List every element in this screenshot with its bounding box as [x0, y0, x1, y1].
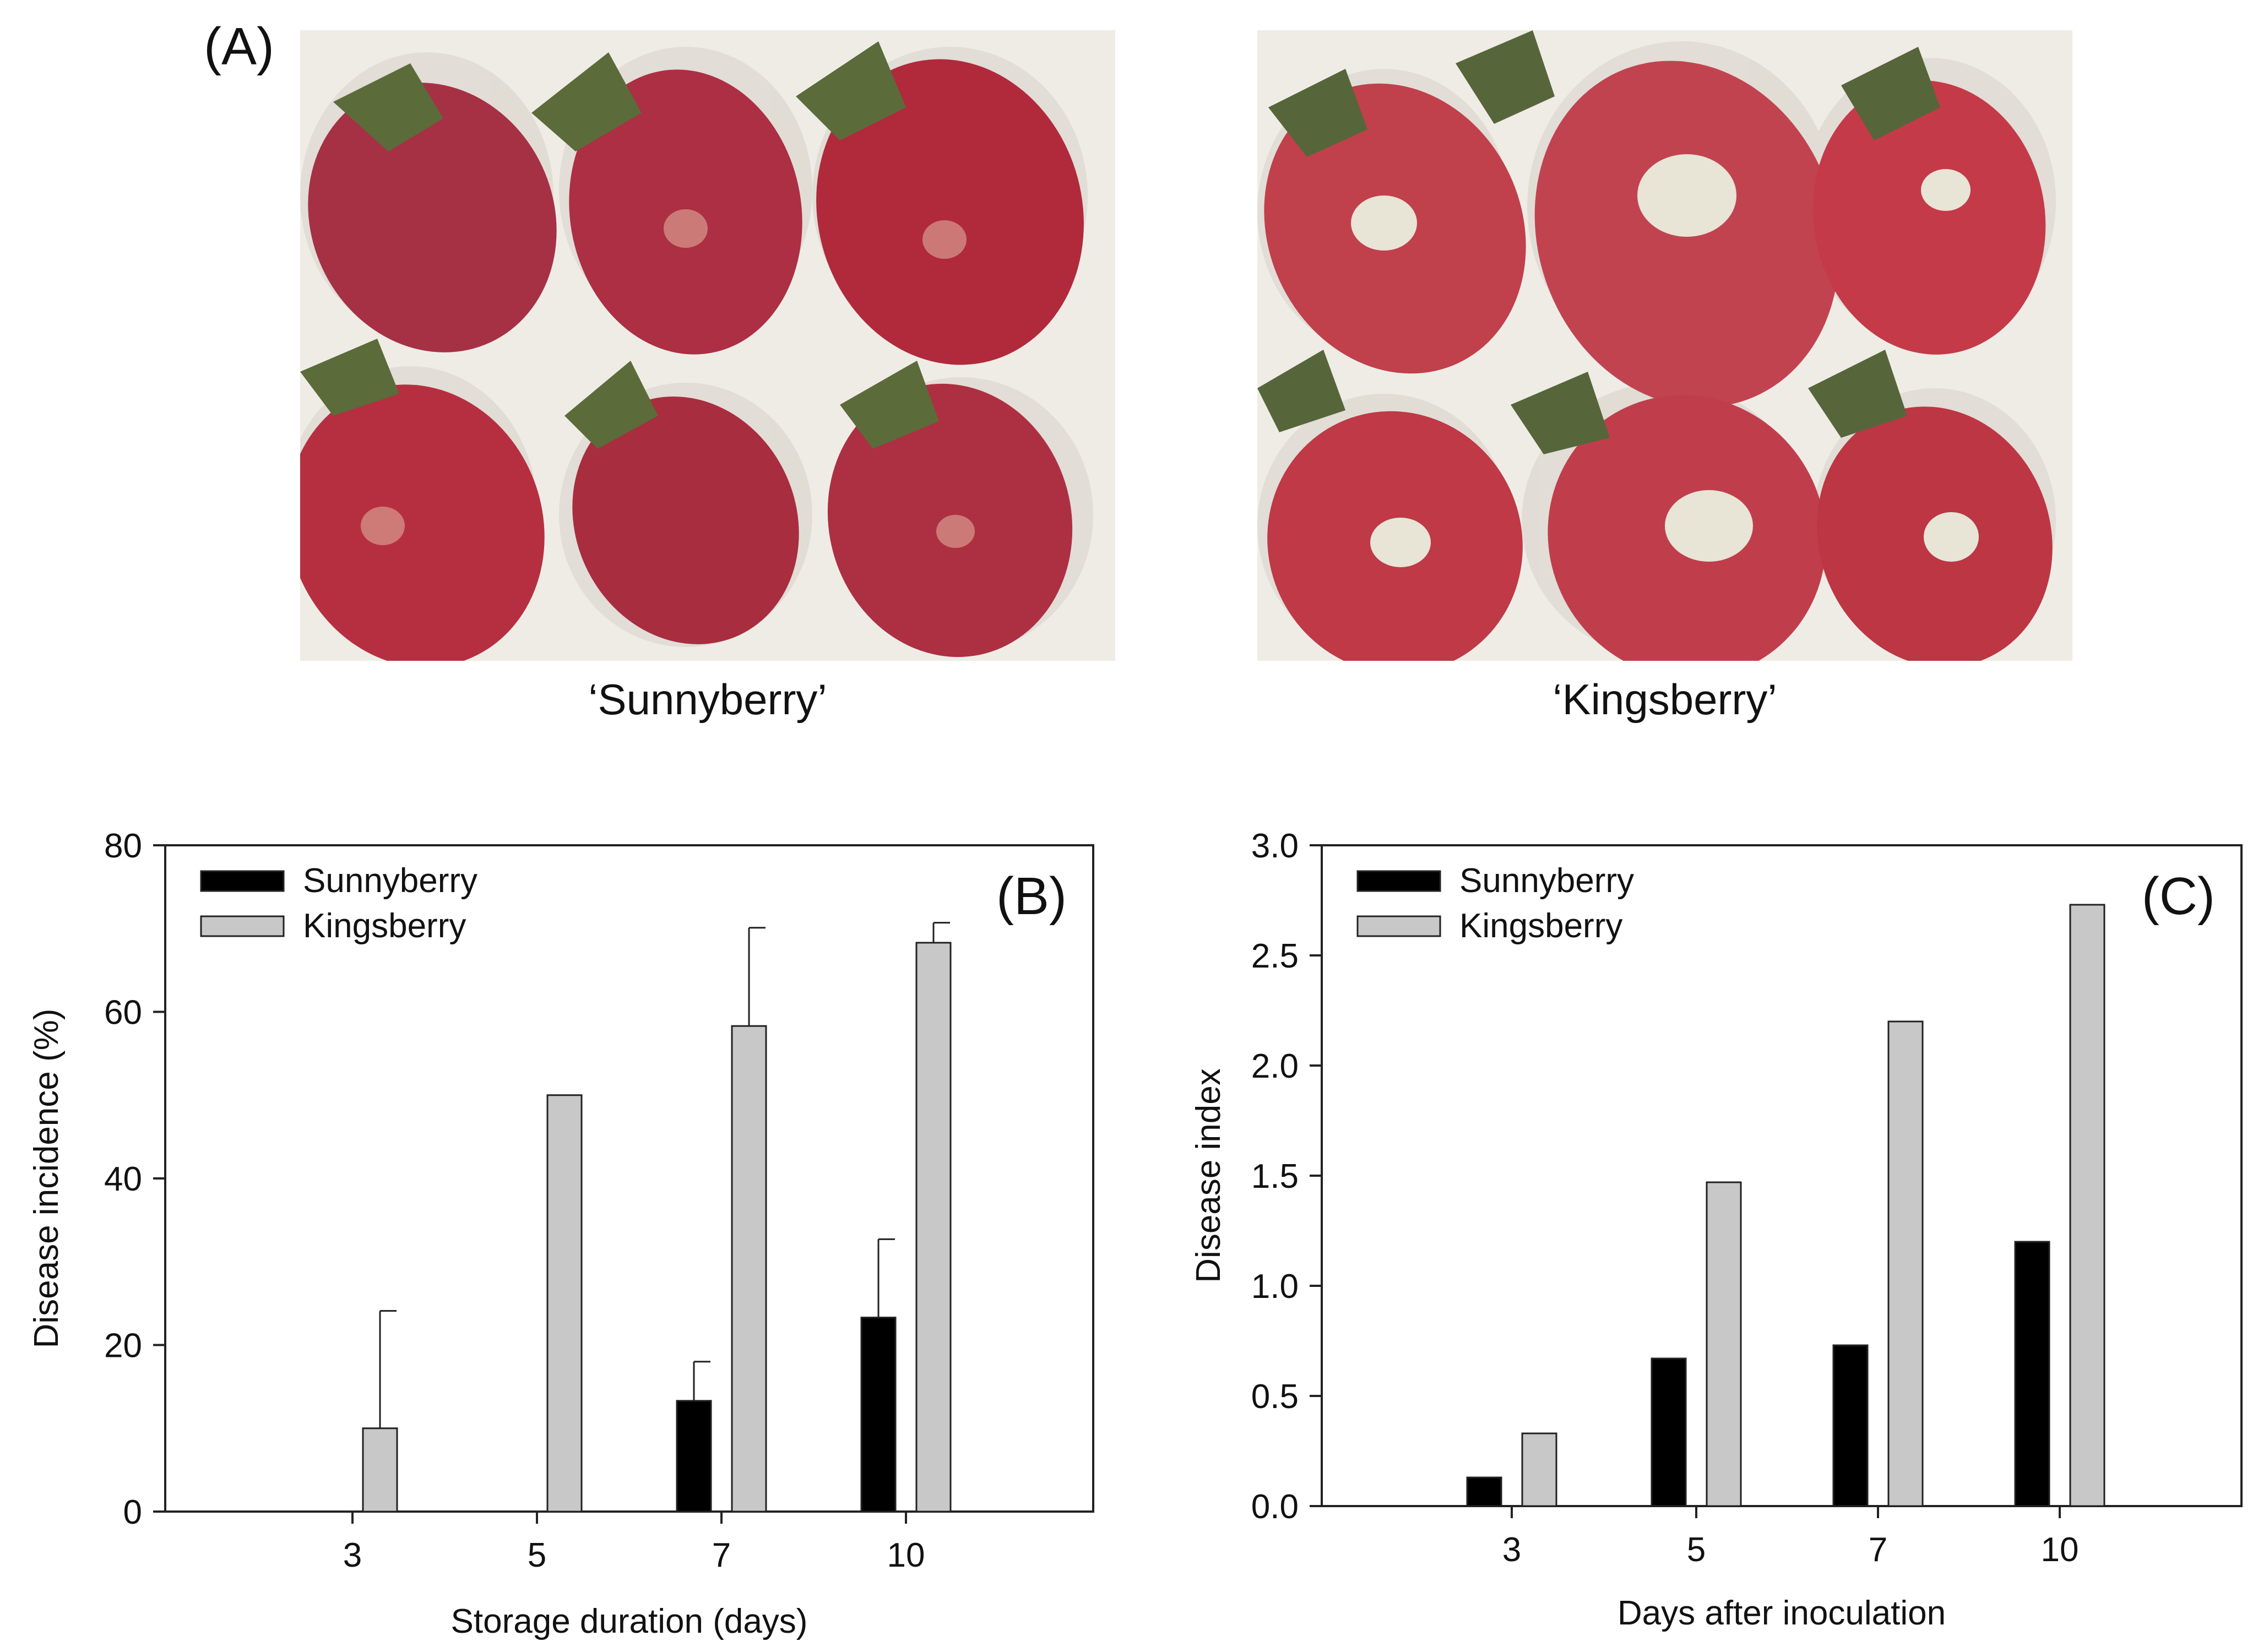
chart-b-bar-sunnyberry [860, 1317, 897, 1513]
chart-b-x-tick-label: 7 [712, 1536, 731, 1574]
chart-b-y-tick-label: 0 [123, 1493, 142, 1531]
kingsberry-strawberries-illustration [1257, 30, 2072, 661]
chart-c-x-tick-label: 10 [2041, 1531, 2079, 1569]
chart-b-x-tick-label: 10 [887, 1536, 925, 1574]
kingsberry-caption: ‘Kingsberry’ [1553, 675, 1777, 724]
chart-c-legend-label-kingsberry: Kingsberry [1459, 907, 1622, 945]
chart-b-bar-kingsberry [362, 1427, 398, 1513]
chart-c-panel-label: (C) [2142, 867, 2215, 926]
chart-b-bar-sunnyberry [676, 1400, 712, 1513]
chart-b-legend-swatch-sunnyberry [200, 870, 285, 892]
chart-c-bar-kingsberry [1521, 1432, 1557, 1507]
chart-c-bar-kingsberry [1887, 1020, 1924, 1507]
chart-b-panel-label: (B) [996, 867, 1067, 926]
chart-b-bar-kingsberry [546, 1094, 583, 1513]
chart-c-x-tick-label: 3 [1502, 1531, 1521, 1569]
chart-b-x-axis-label: Storage duration (days) [451, 1602, 808, 1640]
chart-c-y-axis-label: Disease index [1190, 1068, 1228, 1283]
kingsberry-photo [1257, 30, 2072, 661]
chart-b-legend-label-sunnyberry: Sunnyberry [303, 862, 477, 900]
chart-c-legend-swatch-kingsberry [1356, 915, 1441, 937]
chart-b-y-tick-label: 60 [104, 994, 142, 1032]
chart-c-bar-sunnyberry [1466, 1476, 1502, 1507]
chart-b-plot-frame [164, 844, 1094, 1513]
sunnyberry-caption: ‘Sunnyberry’ [588, 675, 827, 724]
chart-c-legend-swatch-sunnyberry [1356, 870, 1441, 892]
chart-c-x-tick-label: 7 [1869, 1531, 1887, 1569]
chart-c-y-tick-label: 0.0 [1251, 1488, 1299, 1526]
faint-lesions [361, 209, 975, 548]
chart-c-y-tick-label: 0.5 [1251, 1378, 1299, 1416]
chart-c-y-tick-label: 2.0 [1251, 1047, 1299, 1085]
chart-c-y-tick-label: 2.5 [1251, 937, 1299, 975]
calyx-leaves [300, 41, 939, 449]
chart-c-bar-kingsberry [1706, 1181, 1742, 1507]
chart-c-bar-kingsberry [2069, 904, 2105, 1507]
sunnyberry-photo [300, 30, 1115, 661]
chart-c-bar-sunnyberry [2014, 1241, 2050, 1507]
chart-c-bar-sunnyberry [1651, 1357, 1687, 1507]
calyx-leaves [1257, 30, 1940, 454]
chart-c-legend-label-sunnyberry: Sunnyberry [1459, 862, 1634, 900]
chart-c-y-tick-label: 3.0 [1251, 827, 1299, 865]
chart-b-y-tick-label: 80 [104, 827, 142, 865]
chart-c-y-tick-label: 1.5 [1251, 1158, 1299, 1195]
chart-b-bar-kingsberry [731, 1025, 767, 1513]
chart-b-y-tick-label: 40 [104, 1160, 142, 1198]
chart-c-x-tick-label: 5 [1687, 1531, 1706, 1569]
chart-b-legend-swatch-kingsberry [200, 915, 285, 937]
chart-b-x-tick-label: 3 [343, 1536, 362, 1574]
chart-b-y-tick-label: 20 [104, 1327, 142, 1365]
panel-a-label: (A) [204, 17, 274, 76]
chart-b-y-axis-label: Disease incidence (%) [28, 1009, 66, 1349]
chart-c-x-axis-label: Days after inoculation [1617, 1594, 1946, 1632]
chart-b-legend-label-kingsberry: Kingsberry [303, 907, 466, 945]
chart-c-bar-sunnyberry [1832, 1344, 1869, 1507]
chart-b-bar-kingsberry [915, 942, 952, 1513]
gray-mold-lesions [1351, 154, 1979, 567]
chart-b-x-tick-label: 5 [528, 1536, 546, 1574]
chart-c-y-tick-label: 1.0 [1251, 1268, 1299, 1306]
sunnyberry-strawberries-illustration [300, 30, 1115, 661]
